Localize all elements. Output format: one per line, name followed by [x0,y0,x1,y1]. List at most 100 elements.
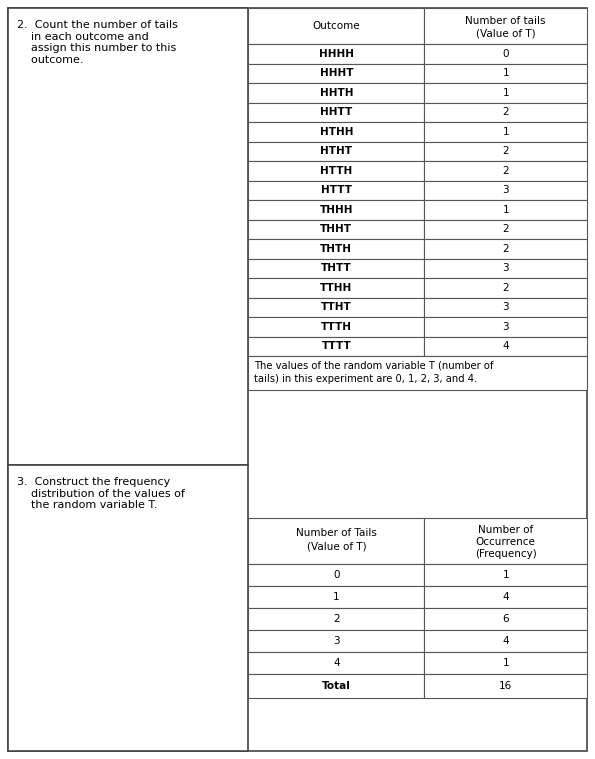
Text: 2: 2 [502,283,509,293]
Bar [424,102,587,122]
Text: 3: 3 [502,322,509,332]
Text: THHT: THHT [320,224,352,235]
Text: TTTT: TTTT [321,342,351,351]
Bar [424,219,587,239]
Bar [248,564,424,586]
Text: 4: 4 [502,636,509,646]
Text: HHHT: HHHT [320,68,353,78]
Bar [424,674,587,698]
Text: THTT: THTT [321,263,352,273]
Bar [424,8,587,44]
Text: 0: 0 [333,570,340,580]
Text: HTTT: HTTT [321,185,352,195]
Text: 2: 2 [502,224,509,235]
Text: Total: Total [322,681,351,691]
Text: 2: 2 [502,244,509,254]
Text: 3.  Construct the frequency
    distribution of the values of
    the random var: 3. Construct the frequency distribution … [17,477,185,510]
Text: (Value of T): (Value of T) [476,29,536,39]
Text: HTHH: HTHH [320,127,353,137]
Text: Number of Tails: Number of Tails [296,528,377,538]
Bar [424,317,587,336]
Text: HTHT: HTHT [320,146,352,156]
Bar [424,259,587,278]
Text: 2: 2 [502,146,509,156]
Bar [8,8,248,465]
Text: 0: 0 [502,49,509,58]
Bar [248,122,424,141]
Bar [248,278,424,298]
Text: TTHH: TTHH [320,283,352,293]
Bar [424,122,587,141]
Bar [248,219,424,239]
Bar [424,83,587,102]
Text: 16: 16 [499,681,512,691]
Text: 2: 2 [502,107,509,117]
Text: HHTH: HHTH [320,88,353,98]
Bar [424,161,587,181]
Bar [248,259,424,278]
Text: 3: 3 [333,636,340,646]
Text: Number of: Number of [478,525,533,535]
Bar [424,278,587,298]
Bar [424,652,587,674]
Bar [248,141,424,161]
Bar [248,630,424,652]
Text: 3: 3 [502,185,509,195]
Text: 1: 1 [502,205,509,215]
Bar [248,336,424,356]
Text: 2.  Count the number of tails
    in each outcome and
    assign this number to : 2. Count the number of tails in each out… [17,20,178,65]
Text: HHTT: HHTT [320,107,352,117]
Bar [248,83,424,102]
Bar [424,64,587,83]
Text: 1: 1 [502,570,509,580]
Text: 1: 1 [502,88,509,98]
Bar [248,200,424,219]
Text: 3: 3 [502,263,509,273]
Bar [248,64,424,83]
Bar [248,102,424,122]
Text: 2: 2 [502,165,509,176]
Text: 1: 1 [333,592,340,602]
Text: 2: 2 [333,614,340,624]
Text: 4: 4 [502,592,509,602]
Text: (Frequency): (Frequency) [475,549,537,559]
Bar [248,317,424,336]
Bar [424,200,587,219]
Text: THTH: THTH [320,244,352,254]
Text: TTHT: TTHT [321,302,352,312]
Bar [248,8,424,44]
Text: 6: 6 [502,614,509,624]
Bar [248,674,424,698]
Text: 3: 3 [502,302,509,312]
Bar [248,161,424,181]
Text: 1: 1 [502,658,509,668]
Text: Outcome: Outcome [312,21,360,31]
Text: TTTH: TTTH [321,322,352,332]
Bar [248,652,424,674]
Bar [424,518,587,564]
Text: 4: 4 [502,342,509,351]
Bar [248,239,424,259]
Bar [424,181,587,200]
Text: 1: 1 [502,127,509,137]
Bar [424,608,587,630]
Text: THHH: THHH [320,205,353,215]
Text: 4: 4 [333,658,340,668]
Bar [248,181,424,200]
Text: The values of the random variable T (number of: The values of the random variable T (num… [254,361,494,371]
Bar [424,298,587,317]
Text: HHHH: HHHH [319,49,354,58]
Bar [248,298,424,317]
Bar [248,586,424,608]
Bar [424,586,587,608]
Text: 1: 1 [502,68,509,78]
Bar [424,564,587,586]
Bar [8,465,248,751]
Bar [424,239,587,259]
Bar [424,141,587,161]
Bar [248,44,424,64]
Bar [424,336,587,356]
Text: HTTH: HTTH [320,165,352,176]
Text: Number of tails: Number of tails [465,16,546,26]
Bar [248,518,424,564]
